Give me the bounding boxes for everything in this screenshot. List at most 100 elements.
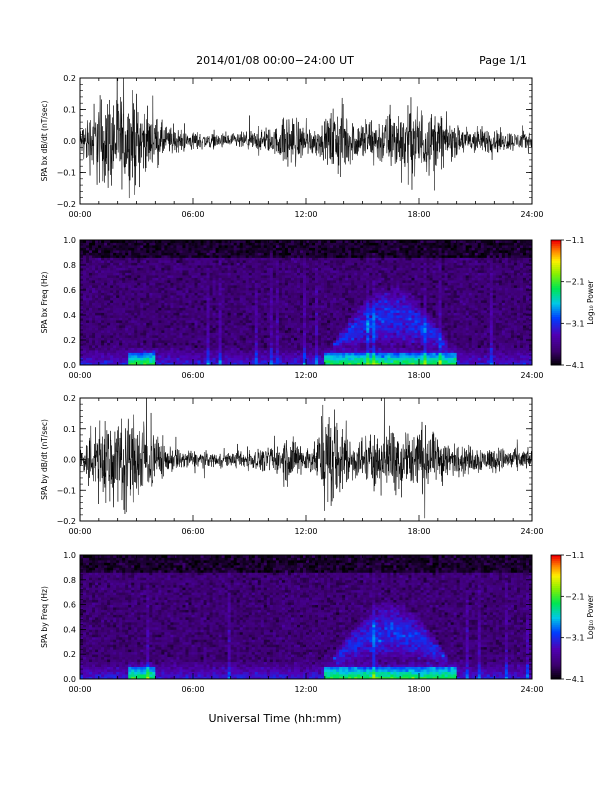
spectrogram-cell xyxy=(309,332,313,336)
spectrogram-cell xyxy=(263,305,268,308)
spectrogram-cell xyxy=(176,252,180,256)
spectrogram-cell xyxy=(116,360,120,363)
spectrogram-cell xyxy=(369,270,373,273)
spectrogram-cell xyxy=(83,350,87,353)
spectrogram-cell xyxy=(158,277,162,281)
spectrogram-cell xyxy=(107,325,111,328)
spectrogram-cell xyxy=(315,255,319,258)
spectrogram-cell xyxy=(266,340,271,343)
spectrogram-cell xyxy=(200,275,204,278)
spectrogram-cell xyxy=(339,292,343,296)
spectrogram-cell xyxy=(80,350,84,353)
spectrogram-cell xyxy=(302,270,307,273)
spectrogram-cell xyxy=(345,302,349,306)
spectrogram-cell xyxy=(296,320,301,323)
spectrogram-cell xyxy=(209,270,213,273)
spectrogram-cell xyxy=(113,347,117,351)
spectrogram-cell xyxy=(170,262,174,266)
spectrogram-cell xyxy=(146,280,150,283)
spectrogram-cell xyxy=(366,265,370,268)
spectrogram-cell xyxy=(269,295,274,298)
spectrogram-cell xyxy=(209,340,213,343)
spectrogram-cell xyxy=(194,250,198,253)
spectrogram-cell xyxy=(185,332,189,336)
spectrogram-cell xyxy=(330,355,334,358)
spectrogram-cell xyxy=(260,312,265,316)
spectrogram-cell xyxy=(248,322,253,326)
spectrogram-cell xyxy=(321,257,325,261)
spectrogram-cell xyxy=(333,255,337,258)
spectrogram-cell xyxy=(140,295,144,298)
spectrogram-cell xyxy=(173,280,177,283)
spectrogram-cell xyxy=(306,360,310,363)
spectrogram-cell xyxy=(152,337,156,341)
spectrogram-cell xyxy=(327,272,331,276)
spectrogram-cell xyxy=(122,287,126,291)
spectrogram-cell xyxy=(122,360,126,363)
spectrogram-cell xyxy=(315,355,319,358)
spectrogram-cell xyxy=(167,315,171,318)
spectrogram-cell xyxy=(263,247,268,251)
spectrogram-cell xyxy=(179,252,183,256)
spectrogram-cell xyxy=(306,352,310,356)
spectrogram-cell xyxy=(293,317,298,321)
spectrogram-cell xyxy=(242,255,247,258)
spectrogram-cell xyxy=(336,315,340,318)
spectrogram-cell xyxy=(146,295,150,298)
spectrogram-cell xyxy=(360,362,364,366)
spectrogram-cell xyxy=(215,292,220,296)
spectrogram-cell xyxy=(209,302,213,306)
spectrogram-cell xyxy=(164,335,168,338)
spectrogram-cell xyxy=(194,332,198,336)
spectrogram-cell xyxy=(206,295,210,298)
spectrogram-cell xyxy=(134,300,138,303)
spectrogram-cell xyxy=(363,272,367,276)
spectrogram-cell xyxy=(200,360,204,363)
spectrogram-cell xyxy=(104,242,108,246)
spectrogram-cell xyxy=(176,280,180,283)
spectrogram-cell xyxy=(125,257,129,261)
spectrogram-cell xyxy=(221,282,226,286)
spectrogram-cell xyxy=(330,307,334,311)
spectrogram-cell xyxy=(170,312,174,316)
spectrogram-cell xyxy=(209,357,213,361)
spectrogram-cell xyxy=(357,362,361,366)
spectrogram-cell xyxy=(236,277,241,281)
spectrogram-cell xyxy=(176,250,180,253)
spectrogram-cell xyxy=(269,297,274,301)
spectrogram-cell xyxy=(272,340,277,343)
spectrogram-cell xyxy=(351,350,355,353)
spectrogram-cell xyxy=(194,267,198,271)
spectrogram-cell xyxy=(299,317,304,321)
spectrogram-cell xyxy=(95,292,99,296)
spectrogram-cell xyxy=(266,352,271,356)
spectrogram-cell xyxy=(104,255,108,258)
spectrogram-cell xyxy=(92,280,96,283)
spectrogram-cell xyxy=(137,292,141,296)
spectrogram-cell xyxy=(321,240,325,243)
spectrogram-cell xyxy=(164,287,168,291)
spectrogram-cell xyxy=(245,327,250,331)
spectrogram-cell xyxy=(266,305,271,308)
spectrogram-cell xyxy=(366,322,370,326)
spectrogram-cell xyxy=(206,322,210,326)
spectrogram-cell xyxy=(233,327,238,331)
spectrogram-cell xyxy=(173,302,177,306)
spectrogram-cell xyxy=(107,300,111,303)
spectrogram-cell xyxy=(293,330,298,333)
spectrogram-cell xyxy=(134,250,138,253)
spectrogram-cell xyxy=(188,347,192,351)
spectrogram-cell xyxy=(357,240,361,243)
spectrogram-cell xyxy=(92,352,96,356)
spectrogram-cell xyxy=(290,240,295,243)
spectrogram-cell xyxy=(182,277,186,281)
spectrogram-cell xyxy=(251,270,256,273)
spectrogram-cell xyxy=(173,312,177,316)
spectrogram-cell xyxy=(188,280,192,283)
spectrogram-cell xyxy=(206,332,210,336)
spectrogram-cell xyxy=(309,352,313,356)
spectrogram-cell xyxy=(233,362,238,366)
spectrogram-cell xyxy=(95,245,99,248)
spectrogram-cell xyxy=(158,250,162,253)
spectrogram-cell xyxy=(269,305,274,308)
